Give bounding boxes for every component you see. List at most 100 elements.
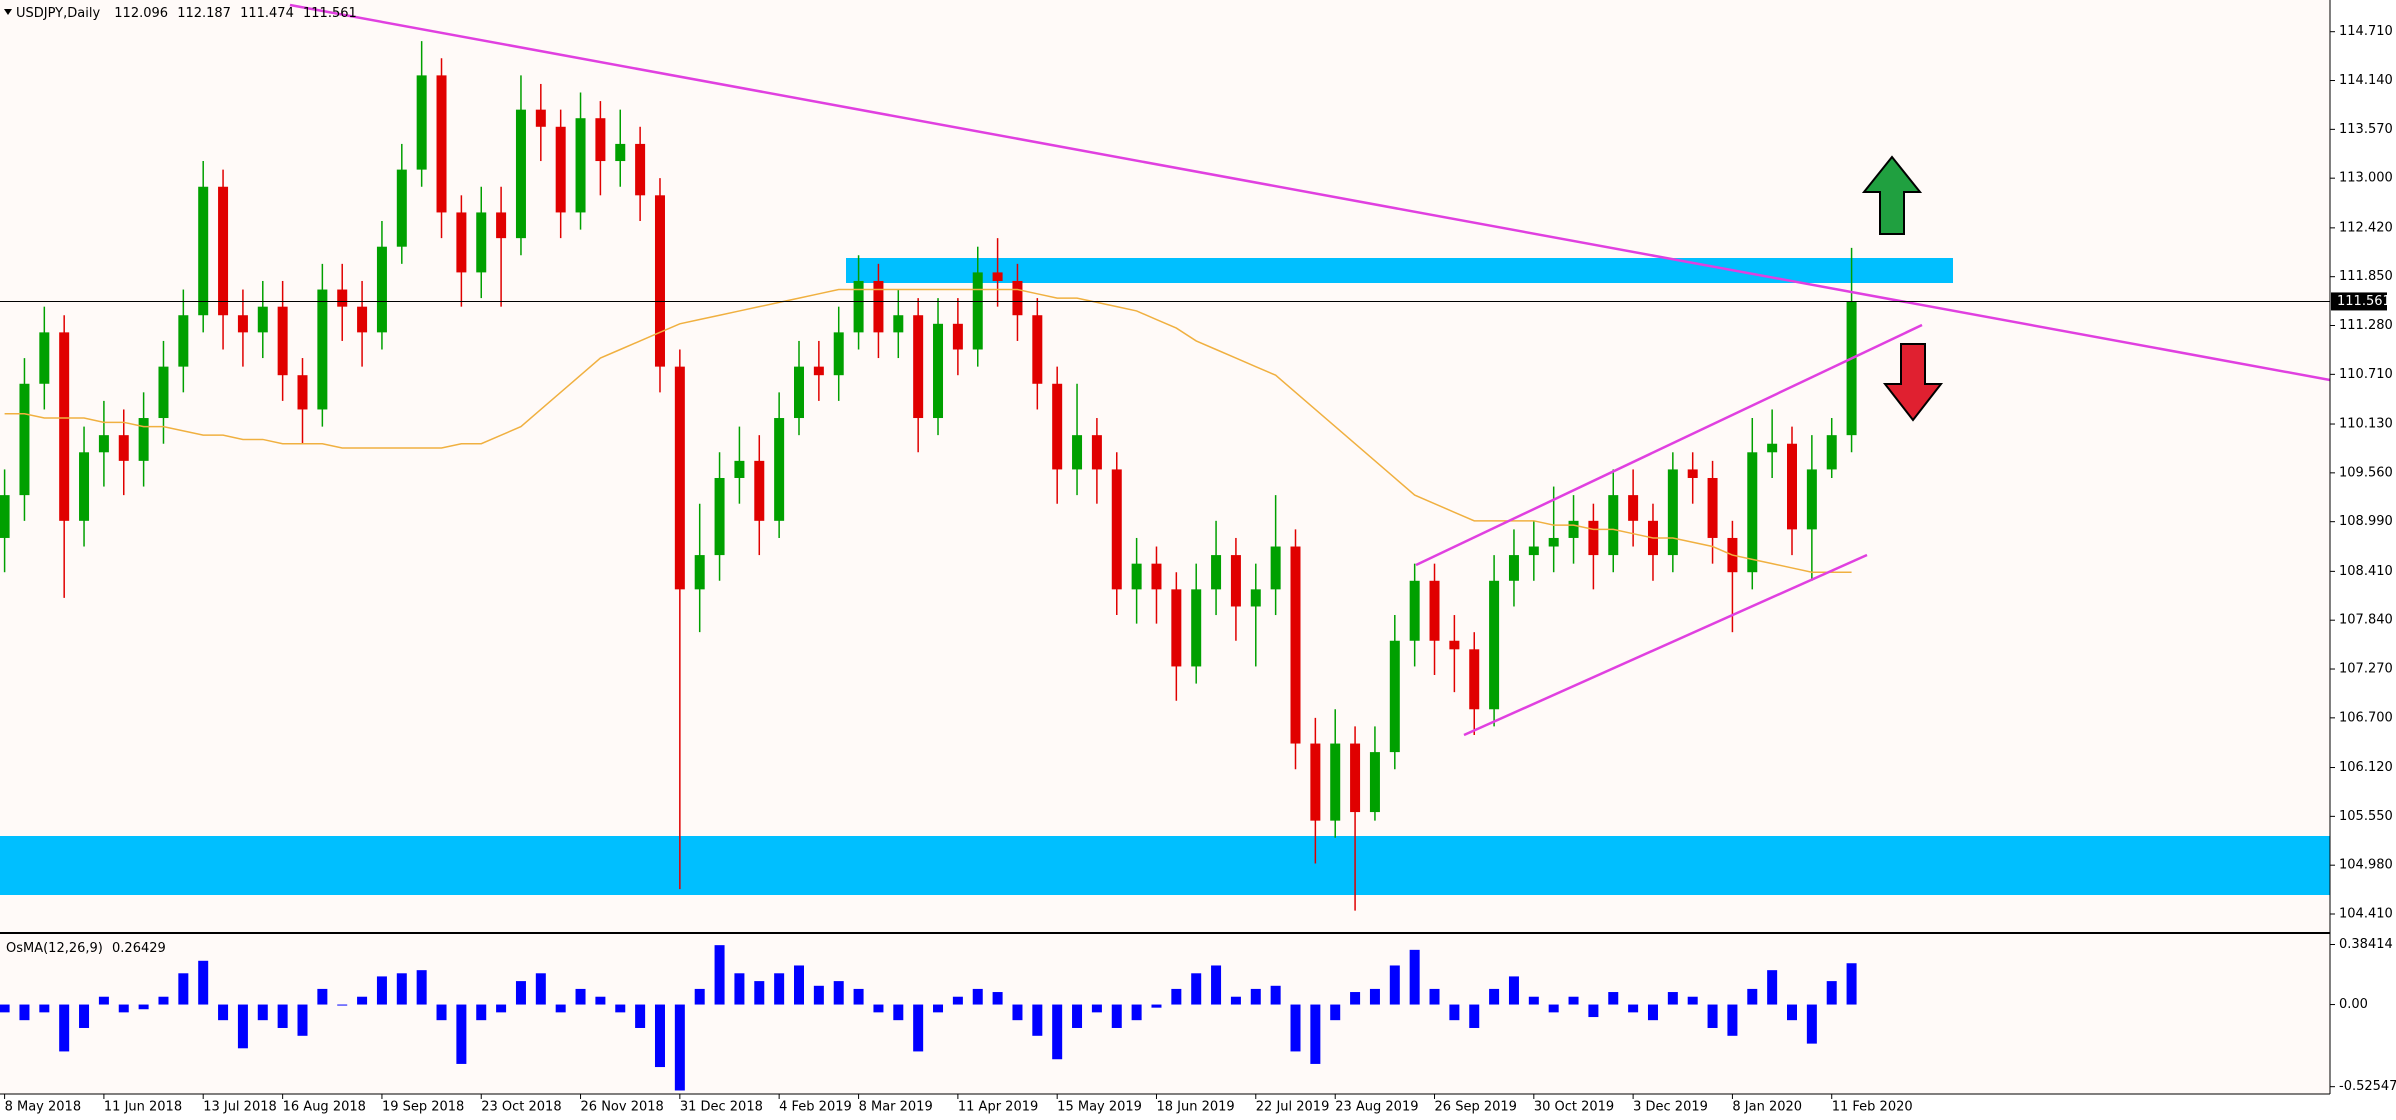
candle-body bbox=[118, 435, 129, 461]
candle-body bbox=[1826, 435, 1837, 470]
y2-tick-label: 0.38414 bbox=[2339, 937, 2393, 952]
y-tick-label: 104.410 bbox=[2339, 907, 2393, 922]
y-tick-label: 107.270 bbox=[2339, 662, 2393, 677]
indicator-name: OsMA(12,26,9) bbox=[6, 941, 103, 956]
y-tick-label: 106.700 bbox=[2339, 710, 2393, 725]
x-tick-label: 13 Jul 2018 bbox=[203, 1100, 277, 1115]
osma-bar bbox=[357, 996, 368, 1005]
osma-bar bbox=[1508, 976, 1519, 1005]
candle-body bbox=[774, 418, 785, 521]
candle-body bbox=[635, 143, 646, 196]
candle-body bbox=[992, 272, 1003, 281]
candle-body bbox=[535, 109, 546, 127]
osma-bar bbox=[1548, 1004, 1559, 1013]
osma-bar bbox=[1528, 996, 1539, 1005]
osma-bar bbox=[1091, 1004, 1102, 1013]
osma-bar bbox=[257, 1004, 268, 1021]
osma-bar bbox=[496, 1004, 507, 1013]
candle-body bbox=[893, 315, 904, 333]
x-tick-label: 23 Aug 2019 bbox=[1335, 1100, 1418, 1115]
osma-bar bbox=[1131, 1004, 1142, 1021]
candle-body bbox=[218, 186, 229, 316]
osma-bar bbox=[456, 1004, 467, 1064]
osma-bar bbox=[1707, 1004, 1718, 1028]
osma-bar bbox=[98, 996, 109, 1005]
y-tick-label: 105.550 bbox=[2339, 809, 2393, 824]
candle-body bbox=[158, 366, 169, 419]
osma-bar bbox=[277, 1004, 288, 1028]
osma-bar bbox=[654, 1004, 665, 1068]
candle-body bbox=[1111, 469, 1122, 590]
osma-bar bbox=[1052, 1004, 1063, 1060]
moving-average bbox=[4, 288, 1852, 573]
x-tick-label: 18 Jun 2019 bbox=[1156, 1100, 1234, 1115]
osma-bar bbox=[1012, 1004, 1023, 1021]
osma-bar bbox=[1191, 973, 1202, 1005]
osma-bar bbox=[1687, 996, 1698, 1005]
osma-bar bbox=[0, 1004, 10, 1013]
candle-body bbox=[1409, 580, 1420, 641]
osma-bar bbox=[1369, 988, 1380, 1005]
y-tick-label: 108.990 bbox=[2339, 514, 2393, 529]
y-tick-label: 114.140 bbox=[2339, 73, 2393, 88]
candle-body bbox=[952, 323, 963, 350]
candle-body bbox=[1052, 383, 1063, 470]
osma-bar bbox=[674, 1004, 685, 1091]
osma-bar bbox=[416, 970, 427, 1005]
candle-body bbox=[1767, 443, 1778, 453]
candle-body bbox=[59, 332, 70, 521]
osma-bar bbox=[1151, 1004, 1162, 1008]
candle-body bbox=[1429, 580, 1440, 641]
candle-body bbox=[853, 280, 864, 333]
candle-body bbox=[1072, 435, 1083, 470]
osma-bar bbox=[1171, 988, 1182, 1005]
candle-body bbox=[1151, 563, 1162, 590]
osma-bar bbox=[952, 996, 963, 1005]
osma-bar bbox=[992, 992, 1003, 1005]
candle-body bbox=[1250, 589, 1261, 607]
osma-bar bbox=[1469, 1004, 1480, 1028]
candle-body bbox=[98, 435, 109, 453]
candle-body bbox=[555, 126, 566, 213]
x-tick-label: 26 Nov 2018 bbox=[581, 1100, 664, 1115]
candle-body bbox=[1628, 495, 1639, 521]
x-tick-label: 31 Dec 2018 bbox=[680, 1100, 763, 1115]
osma-bar bbox=[1072, 1004, 1083, 1028]
osma-bar bbox=[515, 981, 526, 1005]
osma-bar bbox=[1846, 963, 1857, 1005]
candle-body bbox=[476, 212, 487, 273]
osma-bar bbox=[1747, 988, 1758, 1005]
osma-bar bbox=[813, 985, 824, 1005]
x-tick-label: 16 Aug 2018 bbox=[283, 1100, 366, 1115]
candle-body bbox=[337, 289, 348, 307]
y-tick-label: 112.420 bbox=[2339, 220, 2393, 235]
candle-body bbox=[19, 383, 30, 496]
osma-bar bbox=[59, 1004, 70, 1052]
osma-bar bbox=[635, 1004, 646, 1028]
y2-tick-label: -0.52547 bbox=[2339, 1079, 2396, 1094]
candle-body bbox=[0, 495, 10, 538]
candle-body bbox=[297, 375, 308, 410]
osma-bar bbox=[218, 1004, 229, 1021]
candle-body bbox=[1191, 589, 1202, 667]
candle-body bbox=[873, 280, 884, 333]
candle-body bbox=[794, 366, 804, 419]
osma-bar bbox=[1588, 1004, 1599, 1018]
osma-bar bbox=[893, 1004, 904, 1021]
osma-bar bbox=[1608, 992, 1619, 1005]
candle-body bbox=[1449, 640, 1460, 650]
candle-body bbox=[1568, 520, 1579, 538]
candle-body bbox=[1230, 555, 1241, 607]
candle-body bbox=[79, 452, 90, 521]
osma-bar bbox=[118, 1004, 129, 1013]
osma-bar bbox=[198, 960, 209, 1005]
osma-bar bbox=[1806, 1004, 1817, 1044]
close-value: 111.561 bbox=[303, 6, 357, 21]
osma-bar bbox=[396, 973, 407, 1005]
high-value: 112.187 bbox=[177, 6, 231, 21]
candle-body bbox=[317, 289, 328, 410]
y-tick-label: 113.570 bbox=[2339, 122, 2393, 137]
osma-bar bbox=[913, 1004, 924, 1052]
osma-bar bbox=[1211, 965, 1222, 1005]
y-tick-label: 107.840 bbox=[2339, 613, 2393, 628]
